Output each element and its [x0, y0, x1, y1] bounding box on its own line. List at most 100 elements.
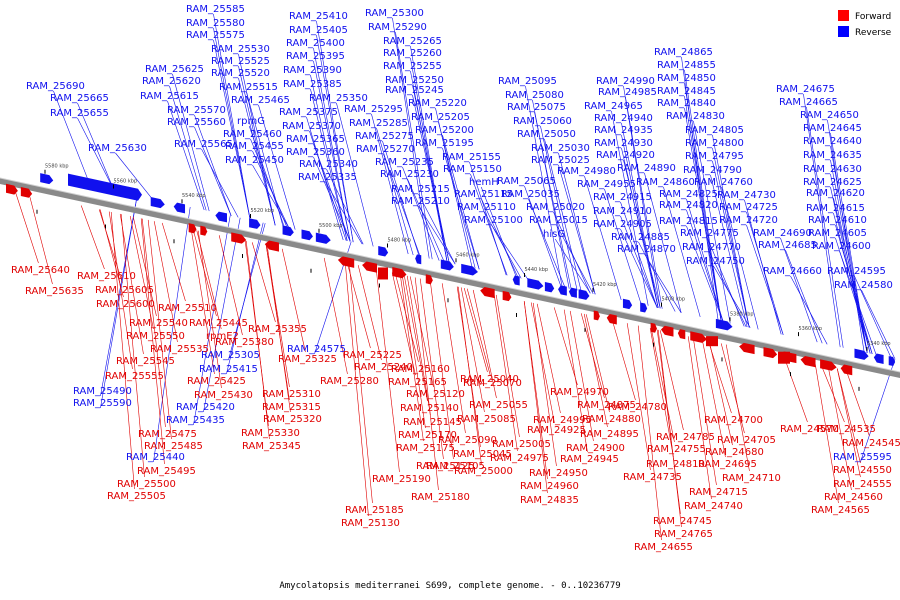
gene-label: RAM_24960 — [520, 481, 579, 492]
gene-label: RAM_25160 — [391, 364, 450, 375]
gene-label: RAM_24715 — [689, 487, 748, 498]
leader-line — [861, 289, 896, 360]
axis-tick-label: 5380 kbp — [730, 311, 754, 317]
gene-label: RAM_24725 — [719, 202, 778, 213]
leader-line — [310, 74, 348, 241]
gene-label: RAM_24775 — [680, 228, 739, 239]
gene-label: RAM_25235 — [375, 157, 434, 168]
gene-label: RAM_25525 — [211, 56, 270, 67]
gene-label: RAM_24830 — [666, 111, 725, 122]
leader-line — [383, 153, 421, 257]
leader-line — [830, 132, 868, 353]
gene-label: RAM_25665 — [50, 93, 109, 104]
gene-label: RAM_25020 — [526, 202, 585, 213]
gene-label: RAM_24985 — [598, 87, 657, 98]
gene-label: RAM_25100 — [464, 215, 523, 226]
leader-line — [839, 250, 877, 355]
legend-forward-label: Forward — [855, 12, 891, 22]
leader-line — [306, 116, 344, 241]
leader-line — [238, 53, 276, 226]
gene-label: RAM_25505 — [107, 491, 166, 502]
leader-line — [147, 219, 172, 440]
gene-label: RAM_24805 — [685, 125, 744, 136]
gene-label: RAM_25495 — [137, 466, 196, 477]
gene-label: RAM_25245 — [385, 85, 444, 96]
forward-gene-arrow — [820, 359, 837, 371]
gene-label: RAM_25075 — [507, 102, 566, 113]
gene-label: RAM_25270 — [356, 144, 415, 155]
gene-label: RAM_24885 — [611, 232, 670, 243]
leader-line — [686, 198, 724, 322]
leader-line — [336, 102, 374, 247]
gene-label: RAM_25640 — [11, 265, 70, 276]
reverse-gene-arrow — [440, 259, 454, 271]
leader-line — [620, 215, 658, 308]
gene-label: RAM_24900 — [566, 443, 625, 454]
leader-line — [100, 195, 138, 397]
gene-label: RAM_24795 — [685, 151, 744, 162]
leader-line — [785, 249, 823, 344]
leader-line — [265, 245, 290, 388]
leader-line — [401, 274, 426, 429]
gene-label: RAM_24925 — [527, 425, 586, 436]
reverse-gene-arrow — [315, 232, 331, 244]
gene-label: RAM_25050 — [517, 129, 576, 140]
gene-label: RAM_25435 — [166, 415, 225, 426]
leader-line — [721, 186, 759, 330]
gene-label: RAM_25190 — [372, 474, 431, 485]
reverse-gene-arrow — [854, 348, 869, 360]
gene-label: RAM_25170 — [398, 430, 457, 441]
forward-gene-arrow — [6, 183, 18, 195]
gene-label: RAM_25165 — [388, 377, 447, 388]
forward-gene-arrow — [660, 325, 674, 337]
gene-label: RAM_25205 — [411, 112, 470, 123]
leader-line — [790, 275, 828, 345]
reverse-gene-arrow — [622, 298, 633, 310]
forward-gene-arrow — [425, 274, 433, 285]
genome-axis — [0, 178, 900, 378]
gene-label: RAM_24675 — [776, 84, 835, 95]
forward-gene-block — [706, 336, 718, 347]
leader-line — [725, 344, 750, 472]
gene-label: RAM_25105 — [426, 461, 485, 472]
gene-label: RAM_24850 — [657, 73, 716, 84]
gene-label: RAM_25095 — [498, 76, 557, 87]
leader-line — [194, 126, 232, 216]
leader-line — [746, 224, 784, 335]
leader-line — [460, 287, 485, 413]
gene-label: RAM_24855 — [657, 60, 716, 71]
reverse-gene-arrow — [568, 287, 577, 298]
gene-label: RAM_25025 — [531, 155, 590, 166]
leader-line — [419, 278, 444, 460]
gene-label: RAM_24625 — [803, 177, 862, 188]
leader-line — [687, 336, 712, 500]
gene-label: RAM_25490 — [73, 386, 132, 397]
leader-line — [470, 173, 508, 276]
legend: Forward Reverse — [838, 10, 892, 38]
leader-line — [684, 107, 722, 322]
reverse-gene-arrow — [527, 278, 544, 290]
leader-line — [119, 213, 144, 355]
gene-label: RAM_24745 — [653, 516, 712, 527]
leader-line — [466, 288, 491, 377]
leader-line — [218, 235, 243, 336]
leader-line — [193, 215, 231, 426]
leader-line — [14, 191, 39, 264]
gene-label: RAM_25315 — [262, 402, 321, 413]
leader-line — [827, 119, 865, 353]
gene-label: RAM_25595 — [833, 452, 892, 463]
gene-label: RAM_25460 — [223, 129, 282, 140]
gene-label: RAM_24740 — [684, 501, 743, 512]
gene-label: RAM_25260 — [383, 48, 442, 59]
forward-gene-arrow — [690, 331, 708, 343]
gene-label: RAM_24750 — [686, 256, 745, 267]
gene-label: RAM_25605 — [95, 285, 154, 296]
gene-label: RAM_24785 — [656, 432, 715, 443]
gene-label: RAM_25335 — [298, 172, 357, 183]
leader-line — [346, 262, 371, 349]
leader-line — [472, 289, 497, 399]
gene-label: RAM_25365 — [286, 134, 345, 145]
leader-line — [161, 222, 186, 302]
gene-label: RAM_24915 — [593, 192, 652, 203]
gene-label: RAM_25585 — [186, 4, 245, 15]
